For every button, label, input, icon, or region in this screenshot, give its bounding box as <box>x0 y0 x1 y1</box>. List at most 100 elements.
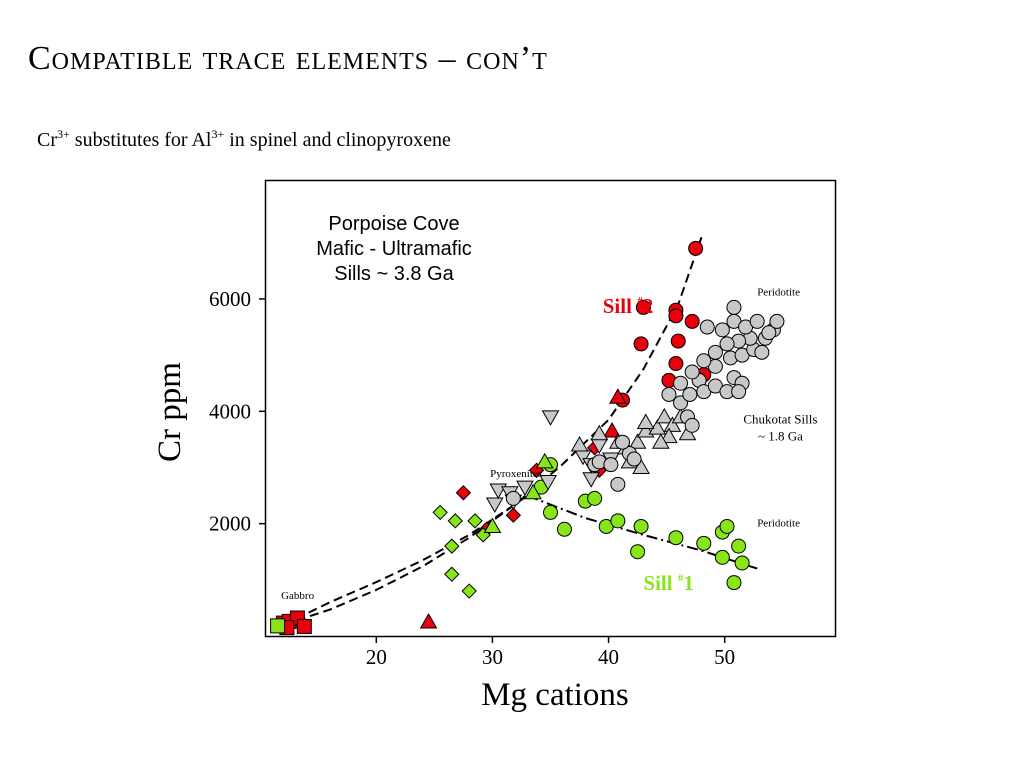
chart-annotation: Pyroxenites <box>490 468 542 480</box>
data-point-green-circle <box>731 538 747 554</box>
data-point-gray-triangle <box>655 407 674 424</box>
data-point-green-circle <box>714 549 730 565</box>
chart-axes: 20 30 40 50 2000 4000 6000 Mg cations Cr ppm <box>152 287 735 713</box>
chart-annotation: Sill #2 <box>603 294 653 318</box>
data-point-red-triangle <box>419 612 438 629</box>
data-point-gray-circle <box>731 384 747 400</box>
data-point-gray-circle <box>610 476 626 492</box>
data-point-gray-triangle-down <box>541 410 560 426</box>
data-point-gray-circle <box>603 457 619 473</box>
data-point-gray-circle <box>726 299 742 315</box>
x-tick-label: 30 <box>482 645 503 669</box>
data-point-gray-triangle <box>660 427 678 444</box>
data-point-green-circle <box>610 513 626 529</box>
data-point-green-diamond <box>447 513 463 529</box>
data-point-green-circle <box>556 521 572 537</box>
data-point-red-circle <box>633 336 649 352</box>
data-point-red-triangle <box>603 421 621 438</box>
x-tick-label: 40 <box>598 645 619 669</box>
chart-annotation: Peridotite <box>757 287 800 299</box>
data-point-red-circle <box>668 308 684 324</box>
data-point-gray-triangle <box>570 436 589 452</box>
data-point-gray-circle <box>769 313 785 329</box>
y-tick-label: 6000 <box>209 287 251 311</box>
data-point-red-square <box>296 618 312 634</box>
data-point-gray-triangle <box>590 424 609 441</box>
data-point-green-circle <box>696 535 712 551</box>
data-point-red-circle <box>635 299 651 315</box>
data-point-gray-circle <box>626 451 642 467</box>
data-point-gray-circle <box>684 364 700 380</box>
data-point-gray-triangle-down <box>539 475 558 491</box>
chart-title-line: Sills ~ 3.8 Ga <box>334 263 454 285</box>
data-point-green-circle <box>734 555 750 571</box>
data-point-gray-circle <box>673 375 689 391</box>
x-axis-title: Mg cations <box>481 677 629 713</box>
chart-title-line: Porpoise Cove <box>328 213 459 235</box>
chart-annotation: Peridotite <box>757 517 800 529</box>
data-point-gray-triangle <box>663 416 682 432</box>
data-point-gray-triangle <box>628 433 647 449</box>
slide-title: Compatible trace elements – con’t <box>28 40 548 77</box>
chart-annotation: Gabbro <box>281 590 314 602</box>
data-point-gray-circle <box>749 313 765 329</box>
data-point-red-circle <box>668 356 684 372</box>
chart-title-line: Mafic - Ultramafic <box>316 238 472 260</box>
data-point-green-circle <box>633 518 649 534</box>
data-point-green-circle <box>630 544 646 560</box>
data-point-gray-circle <box>682 386 698 402</box>
y-tick-label: 2000 <box>209 512 251 536</box>
data-point-gray-circle <box>754 344 770 360</box>
data-point-gray-circle <box>714 322 730 338</box>
data-point-green-triangle <box>483 517 502 533</box>
data-point-red-circle <box>670 333 686 349</box>
data-point-gray-triangle <box>651 433 670 449</box>
data-point-red-circle <box>688 240 704 256</box>
data-point-green-diamond <box>444 566 460 582</box>
y-tick-label: 4000 <box>209 399 251 423</box>
data-point-green-circle <box>719 518 735 534</box>
data-point-green-triangle <box>535 452 554 469</box>
data-point-gray-circle <box>719 336 735 352</box>
data-point-green-circle <box>587 490 603 506</box>
chart-annotation: Sill #1 <box>643 571 693 595</box>
trend-curve-1 <box>282 236 703 626</box>
x-tick-label: 50 <box>714 645 735 669</box>
data-point-green-diamond <box>467 513 483 529</box>
data-point-green-circle <box>726 575 742 591</box>
subtitle-part-3: in spinel and clinopyroxene <box>224 129 451 151</box>
data-point-gray-circle <box>699 319 715 335</box>
subtitle-part-2: substitutes for Al <box>69 129 212 151</box>
data-point-green-diamond <box>461 583 477 599</box>
data-point-green-circle <box>543 504 558 520</box>
data-point-gray-circle <box>661 386 677 402</box>
data-point-gray-triangle <box>632 458 650 474</box>
data-point-gray-circle <box>673 395 689 411</box>
data-point-gray-triangle-down <box>485 497 504 514</box>
chart-text: Porpoise Cove Mafic - Ultramafic Sills ~ 3… <box>281 213 817 602</box>
plot-frame <box>264 179 837 638</box>
data-point-green-square <box>270 618 286 634</box>
y-axis-title: Cr ppm <box>152 362 188 462</box>
data-point-green-circle <box>668 530 684 546</box>
data-point-gray-circle <box>761 325 777 341</box>
subtitle-part-1: Cr <box>37 129 57 151</box>
data-point-green-diamond <box>432 504 448 521</box>
subtitle-superscript-2: 3+ <box>211 127 225 141</box>
data-point-red-diamond <box>505 507 522 523</box>
data-point-red-triangle <box>608 388 627 404</box>
data-point-green-diamond <box>444 538 460 554</box>
data-point-gray-circle <box>684 417 700 433</box>
data-point-gray-circle <box>696 353 712 369</box>
slide-subtitle: Cr3+ substitutes for Al3+ in spinel and … <box>37 127 451 152</box>
data-point-gray-triangle-down <box>582 472 601 488</box>
chart-annotation: Chukotat Sills <box>743 412 817 427</box>
data-point-gray-circle <box>505 490 521 506</box>
data-point-gray-circle <box>707 344 723 360</box>
data-point-red-circle <box>684 313 700 329</box>
data-point-green-triangle <box>524 483 542 500</box>
subtitle-superscript-1: 3+ <box>57 127 70 141</box>
trend-curve-2 <box>283 477 552 626</box>
chart-annotation: ~ 1.8 Ga <box>758 429 803 444</box>
